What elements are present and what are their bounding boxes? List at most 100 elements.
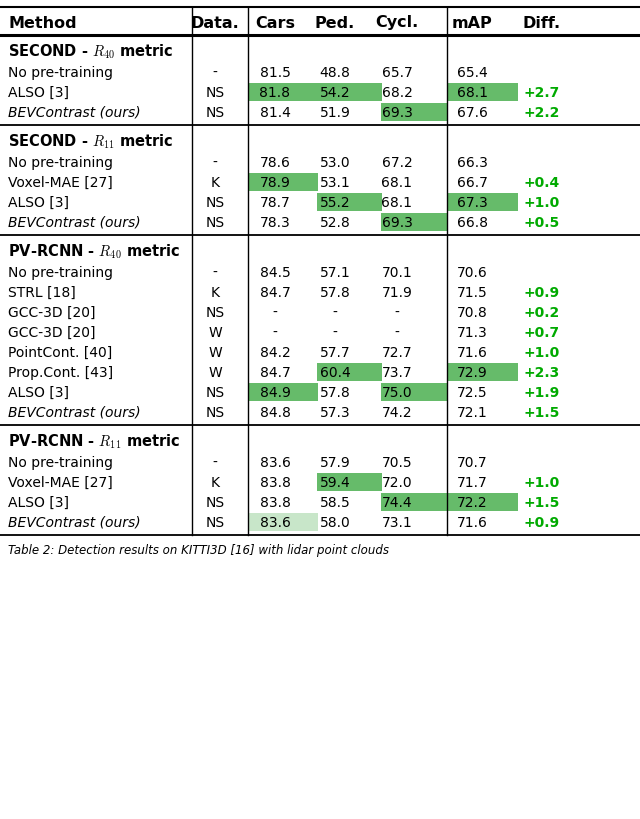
Text: +1.0: +1.0 xyxy=(524,475,560,490)
Text: 66.7: 66.7 xyxy=(456,176,488,190)
Text: -: - xyxy=(273,326,277,340)
Text: 72.9: 72.9 xyxy=(456,365,488,379)
Text: 48.8: 48.8 xyxy=(319,66,351,80)
Text: 73.1: 73.1 xyxy=(381,515,412,529)
Text: 68.1: 68.1 xyxy=(456,86,488,100)
Text: 67.3: 67.3 xyxy=(456,196,488,210)
Text: 57.9: 57.9 xyxy=(319,455,350,469)
Text: 72.1: 72.1 xyxy=(456,405,488,419)
Text: 84.7: 84.7 xyxy=(260,365,291,379)
Text: No pre-training: No pre-training xyxy=(8,455,113,469)
Text: 57.8: 57.8 xyxy=(319,386,350,400)
Text: Table 2: Detection results on KITTI3D [16] with lidar point clouds: Table 2: Detection results on KITTI3D [1… xyxy=(8,543,389,556)
Text: +0.2: +0.2 xyxy=(524,305,560,319)
Text: GCC-3D [20]: GCC-3D [20] xyxy=(8,305,95,319)
Text: +2.2: +2.2 xyxy=(524,106,560,120)
Text: STRL [18]: STRL [18] xyxy=(8,286,76,300)
Text: +2.3: +2.3 xyxy=(524,365,560,379)
Text: 57.7: 57.7 xyxy=(320,346,350,360)
Text: No pre-training: No pre-training xyxy=(8,66,113,80)
Text: K: K xyxy=(211,475,220,490)
Text: W: W xyxy=(208,365,222,379)
Text: -: - xyxy=(212,455,218,469)
Text: W: W xyxy=(208,346,222,360)
Text: 83.6: 83.6 xyxy=(260,455,291,469)
Text: 57.8: 57.8 xyxy=(319,286,350,300)
Text: -: - xyxy=(395,326,399,340)
Text: No pre-training: No pre-training xyxy=(8,265,113,279)
Text: Diff.: Diff. xyxy=(523,16,561,30)
Text: 83.8: 83.8 xyxy=(260,475,291,490)
Text: 74.4: 74.4 xyxy=(381,495,412,509)
Text: Voxel-MAE [27]: Voxel-MAE [27] xyxy=(8,475,113,490)
Text: 72.7: 72.7 xyxy=(381,346,412,360)
Text: SECOND - $R_{40}$ metric: SECOND - $R_{40}$ metric xyxy=(8,43,173,61)
Bar xyxy=(447,364,518,382)
Text: -: - xyxy=(212,156,218,170)
Text: No pre-training: No pre-training xyxy=(8,156,113,170)
Text: -: - xyxy=(395,305,399,319)
Text: NS: NS xyxy=(205,495,225,509)
Text: 81.5: 81.5 xyxy=(260,66,291,80)
Text: +2.7: +2.7 xyxy=(524,86,560,100)
Text: 51.9: 51.9 xyxy=(319,106,351,120)
Text: +1.5: +1.5 xyxy=(524,495,560,509)
Text: ALSO [3]: ALSO [3] xyxy=(8,196,69,210)
Text: 73.7: 73.7 xyxy=(381,365,412,379)
Text: ALSO [3]: ALSO [3] xyxy=(8,386,69,400)
Text: GCC-3D [20]: GCC-3D [20] xyxy=(8,326,95,340)
Text: NS: NS xyxy=(205,405,225,419)
Text: ALSO [3]: ALSO [3] xyxy=(8,86,69,100)
Text: 54.2: 54.2 xyxy=(320,86,350,100)
Text: NS: NS xyxy=(205,305,225,319)
Text: 60.4: 60.4 xyxy=(319,365,350,379)
Text: Data.: Data. xyxy=(191,16,239,30)
Text: -: - xyxy=(212,265,218,279)
Text: NS: NS xyxy=(205,86,225,100)
Text: NS: NS xyxy=(205,196,225,210)
Bar xyxy=(381,104,447,122)
Bar xyxy=(317,473,382,491)
Bar xyxy=(248,84,318,102)
Text: +1.9: +1.9 xyxy=(524,386,560,400)
Text: NS: NS xyxy=(205,386,225,400)
Text: W: W xyxy=(208,326,222,340)
Text: 68.1: 68.1 xyxy=(381,196,413,210)
Text: Prop.Cont. [43]: Prop.Cont. [43] xyxy=(8,365,113,379)
Bar xyxy=(447,194,518,212)
Text: Ped.: Ped. xyxy=(315,16,355,30)
Text: 71.3: 71.3 xyxy=(456,326,488,340)
Text: K: K xyxy=(211,286,220,300)
Bar xyxy=(381,214,447,232)
Text: Cars: Cars xyxy=(255,16,295,30)
Text: SECOND - $R_{11}$ metric: SECOND - $R_{11}$ metric xyxy=(8,133,173,151)
Text: 69.3: 69.3 xyxy=(381,106,412,120)
Text: NS: NS xyxy=(205,106,225,120)
Text: 71.7: 71.7 xyxy=(456,475,488,490)
Text: 65.4: 65.4 xyxy=(456,66,488,80)
Text: 66.8: 66.8 xyxy=(456,215,488,229)
Text: 72.5: 72.5 xyxy=(457,386,487,400)
Text: -: - xyxy=(273,305,277,319)
Text: +1.5: +1.5 xyxy=(524,405,560,419)
Bar xyxy=(447,493,518,511)
Bar xyxy=(317,364,382,382)
Text: -: - xyxy=(333,326,337,340)
Text: BEVContrast (ours): BEVContrast (ours) xyxy=(8,405,141,419)
Text: 70.8: 70.8 xyxy=(456,305,488,319)
Text: 72.0: 72.0 xyxy=(381,475,412,490)
Text: K: K xyxy=(211,176,220,190)
Text: 53.1: 53.1 xyxy=(319,176,350,190)
Text: PV-RCNN - $R_{40}$ metric: PV-RCNN - $R_{40}$ metric xyxy=(8,242,180,261)
Text: 58.0: 58.0 xyxy=(319,515,350,529)
Text: 84.2: 84.2 xyxy=(260,346,291,360)
Bar xyxy=(248,514,318,532)
Text: 68.2: 68.2 xyxy=(381,86,412,100)
Text: BEVContrast (ours): BEVContrast (ours) xyxy=(8,106,141,120)
Text: 52.8: 52.8 xyxy=(319,215,350,229)
Bar xyxy=(317,84,382,102)
Text: 81.4: 81.4 xyxy=(260,106,291,120)
Text: 57.1: 57.1 xyxy=(319,265,350,279)
Text: 67.6: 67.6 xyxy=(456,106,488,120)
Text: +0.7: +0.7 xyxy=(524,326,560,340)
